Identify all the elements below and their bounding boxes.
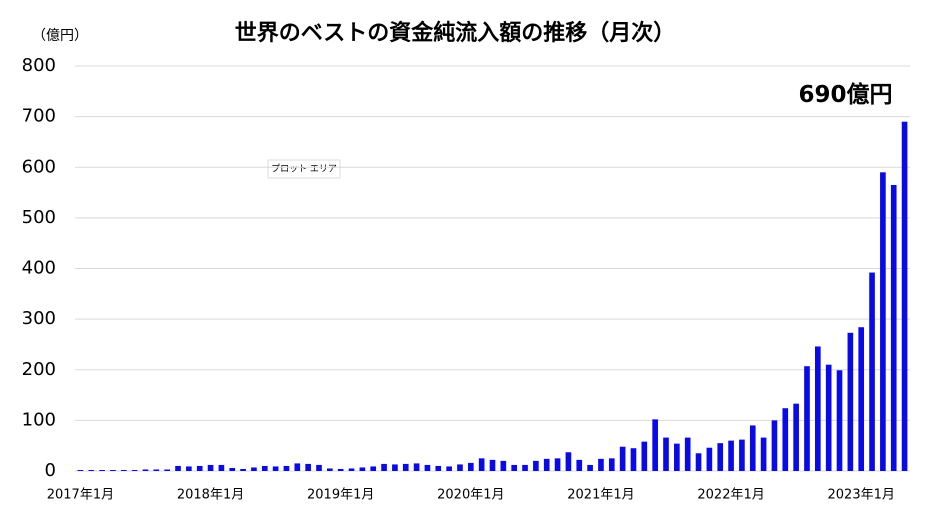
bar [543,458,550,471]
bar [858,327,865,471]
y-tick-label: 700 [22,106,56,127]
bar [674,443,680,471]
bar [901,121,908,471]
bar [641,441,648,471]
chart-title: 世界のベストの資金純流入額の推移（月次） [235,20,675,46]
bar [381,463,387,471]
y-axis-label: （億円） [32,28,88,44]
bar [435,465,442,471]
bar [739,439,745,471]
bar [446,466,452,471]
y-tick-label: 100 [22,409,56,430]
bar [782,408,789,471]
bar [869,272,875,471]
bar [695,453,702,471]
bar [836,370,843,471]
bar [131,469,138,471]
bar [717,443,724,471]
bar [272,466,279,471]
x-tick-label: 2021年1月 [567,488,634,503]
bar [99,469,105,471]
bar [511,464,518,471]
bar [771,420,778,471]
bar [175,465,181,471]
bar [88,469,95,471]
bar [598,458,604,471]
y-tick-label: 300 [22,308,56,329]
x-tick-label: 2017年1月 [47,488,114,503]
bar [316,464,322,471]
bar [327,468,333,471]
bar [825,364,832,471]
bar [186,466,192,471]
bar [467,462,474,471]
bar [749,425,756,471]
bar [522,464,528,471]
bar [533,460,539,471]
bar [619,446,626,471]
bar [283,465,290,471]
x-tick-label: 2018年1月 [177,488,244,503]
bar [164,469,170,471]
bar [478,458,485,471]
y-tick-label: 500 [22,207,56,228]
bar [500,460,507,471]
bar [402,463,409,471]
bar [120,469,127,471]
y-tick-label: 800 [22,55,56,76]
bar [847,332,854,471]
bar [890,184,897,471]
y-tick-label: 600 [22,156,56,177]
bar [608,458,615,471]
y-tick-label: 200 [22,359,56,380]
bar [77,469,84,471]
bar [110,469,116,471]
x-tick-label: 2023年1月 [828,488,895,503]
x-tick-label: 2019年1月 [307,488,374,503]
bar [294,463,301,471]
y-tick-label: 400 [22,258,56,279]
bar [153,469,160,471]
bar [305,463,311,471]
bar [348,468,355,471]
bar [793,403,799,471]
bar [587,464,593,471]
bar [207,464,214,471]
bar [706,447,713,471]
bar [728,440,734,471]
bar [630,448,637,471]
bar [142,469,149,471]
bar [663,437,669,471]
bar [489,459,496,471]
bar [229,467,236,471]
bar [457,464,463,471]
bar [413,463,420,471]
bar [815,346,821,471]
bar [554,458,561,471]
bar [804,366,810,471]
x-tick-label: 2022年1月 [697,488,764,503]
bar [261,465,268,471]
annotation: 690億円 [799,81,893,108]
x-tick-label: 2020年1月 [437,488,504,503]
bar [684,437,691,471]
tooltip-box [267,159,341,179]
bar [652,419,658,471]
bar [424,464,431,471]
bar [251,467,257,471]
bar [392,464,398,471]
bar [565,452,572,471]
bar [880,172,886,471]
bar [196,465,203,471]
bar [370,466,377,471]
bar [218,464,225,471]
bar [359,467,366,471]
y-tick-label: 0 [45,460,56,481]
tooltip: プロット エリア [271,164,337,175]
bar [760,437,767,471]
bar [240,468,246,471]
bar [337,468,344,471]
bar [576,459,583,471]
